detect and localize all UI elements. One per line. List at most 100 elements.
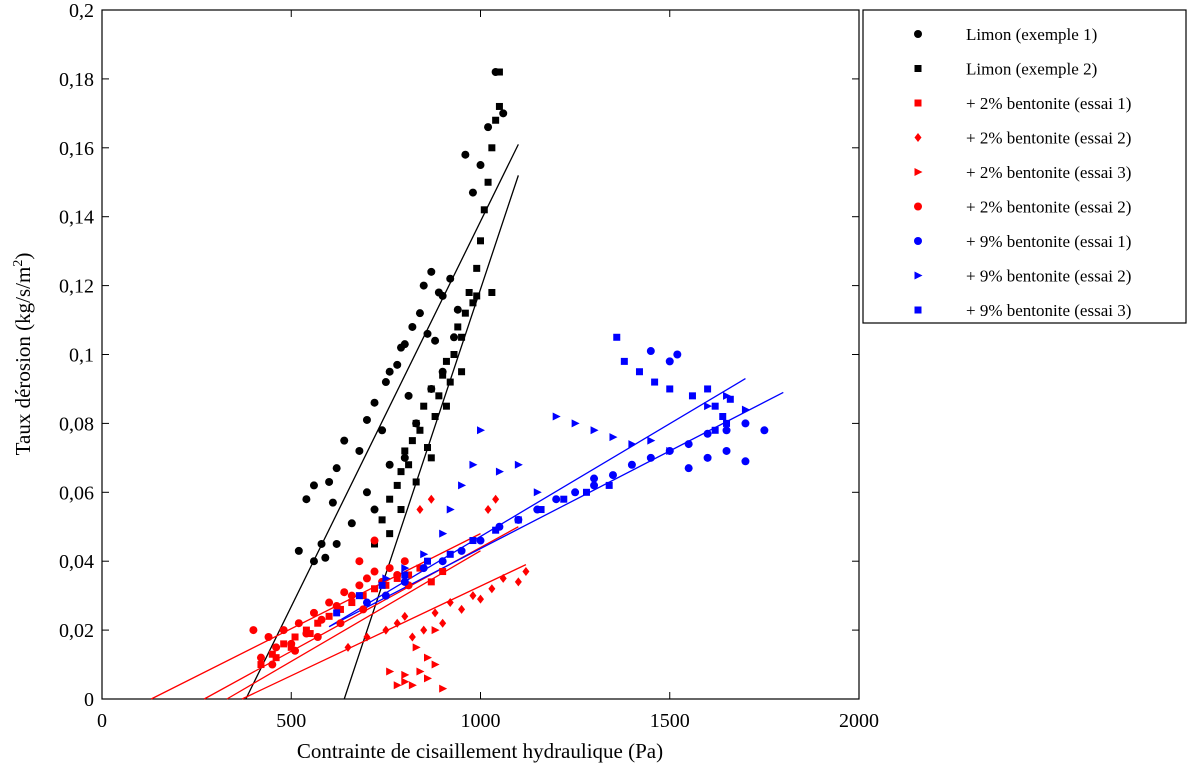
- data-point: [522, 567, 530, 577]
- data-point: [419, 281, 428, 290]
- data-point: [571, 488, 580, 497]
- data-point: [359, 605, 368, 614]
- data-point: [268, 650, 276, 658]
- data-point: [348, 599, 356, 607]
- data-point: [362, 598, 371, 607]
- data-point: [711, 402, 719, 410]
- data-point: [401, 677, 410, 686]
- data-point: [431, 626, 440, 635]
- data-point: [628, 440, 637, 449]
- data-point: [609, 433, 618, 442]
- data-point: [646, 347, 655, 356]
- data-point: [627, 460, 636, 469]
- data-point: [408, 632, 416, 642]
- y-tick-label: 0,08: [59, 413, 94, 435]
- y-axis-title-superscript: 2: [11, 260, 26, 267]
- data-point: [382, 574, 391, 583]
- data-point: [473, 292, 481, 300]
- data-point: [613, 333, 621, 341]
- y-tick-label: 0,16: [59, 138, 94, 160]
- data-point: [280, 640, 288, 648]
- data-point: [465, 288, 473, 296]
- data-point: [446, 550, 454, 558]
- data-point: [741, 405, 750, 414]
- data-point: [431, 660, 440, 669]
- series-4: [386, 626, 448, 693]
- data-point: [314, 619, 322, 627]
- data-point: [333, 609, 341, 617]
- data-point: [492, 526, 500, 534]
- data-point: [446, 505, 455, 514]
- data-point: [371, 585, 379, 593]
- data-point: [477, 426, 485, 435]
- x-tick-label: 500: [276, 710, 306, 732]
- data-point: [272, 654, 280, 662]
- data-point: [359, 592, 367, 600]
- data-point: [666, 385, 674, 393]
- data-point: [439, 371, 447, 379]
- legend-label: + 9% bentonite (essai 2): [966, 267, 1131, 286]
- data-point: [488, 288, 496, 296]
- x-axis-ticks: 0 500 1000 1500 2000: [97, 10, 879, 732]
- data-point: [291, 646, 300, 655]
- data-point: [450, 351, 458, 358]
- legend-marker: [914, 237, 922, 245]
- data-point: [468, 188, 477, 197]
- data-point: [719, 413, 727, 421]
- data-point: [370, 536, 379, 545]
- data-point: [370, 567, 379, 576]
- legend-marker: [914, 133, 922, 142]
- legend-label: + 9% bentonite (essai 1): [966, 232, 1131, 251]
- data-point: [355, 557, 364, 566]
- data-point: [484, 505, 492, 515]
- data-point: [325, 598, 334, 607]
- x-axis-title: Contrainte de cisaillement hydraulique (…: [297, 739, 663, 763]
- data-point: [393, 481, 401, 489]
- data-point: [294, 546, 303, 555]
- data-point: [370, 398, 379, 407]
- data-point: [484, 178, 492, 186]
- data-point: [340, 436, 349, 445]
- data-point: [355, 581, 364, 590]
- data-point: [537, 506, 545, 514]
- data-point: [420, 625, 428, 635]
- data-point: [431, 608, 439, 618]
- data-point: [704, 385, 712, 393]
- legend: Limon (exemple 1) Limon (exemple 2) + 2% b…: [862, 9, 1187, 324]
- data-point: [442, 402, 450, 410]
- data-point: [488, 584, 496, 594]
- legend-marker: [914, 202, 922, 211]
- legend-box: [862, 9, 1187, 324]
- y-tick-label: 0,06: [59, 482, 94, 504]
- plot-area: [101, 9, 860, 700]
- data-point: [424, 674, 433, 683]
- data-point: [264, 632, 273, 641]
- plot-frame: [101, 9, 860, 700]
- data-point: [401, 564, 410, 573]
- series-7: [382, 391, 750, 583]
- data-point: [347, 591, 356, 600]
- data-point: [453, 305, 462, 314]
- data-point: [378, 581, 386, 589]
- data-point: [723, 419, 731, 427]
- data-point: [439, 529, 448, 538]
- data-point: [552, 412, 561, 421]
- data-point: [533, 488, 542, 497]
- series-3: [344, 494, 530, 652]
- data-point: [325, 477, 334, 486]
- data-point: [378, 516, 386, 524]
- y-axis-ticks: 0 0,02 0,04 0,06 0,08 0,1 0,12 0,14 0,16 0,18 0,2: [59, 0, 859, 711]
- data-point: [722, 446, 731, 455]
- data-point: [446, 378, 454, 386]
- data-point: [355, 446, 364, 455]
- data-point: [438, 557, 447, 566]
- x-tick-label: 1500: [650, 710, 690, 732]
- data-point: [514, 460, 523, 469]
- data-point: [415, 309, 424, 318]
- legend-label: + 2% bentonite (essai 3): [966, 163, 1131, 182]
- data-point: [439, 568, 447, 576]
- data-point: [647, 436, 656, 445]
- data-point: [492, 116, 500, 124]
- fit-line: [245, 144, 519, 700]
- data-point: [571, 419, 580, 428]
